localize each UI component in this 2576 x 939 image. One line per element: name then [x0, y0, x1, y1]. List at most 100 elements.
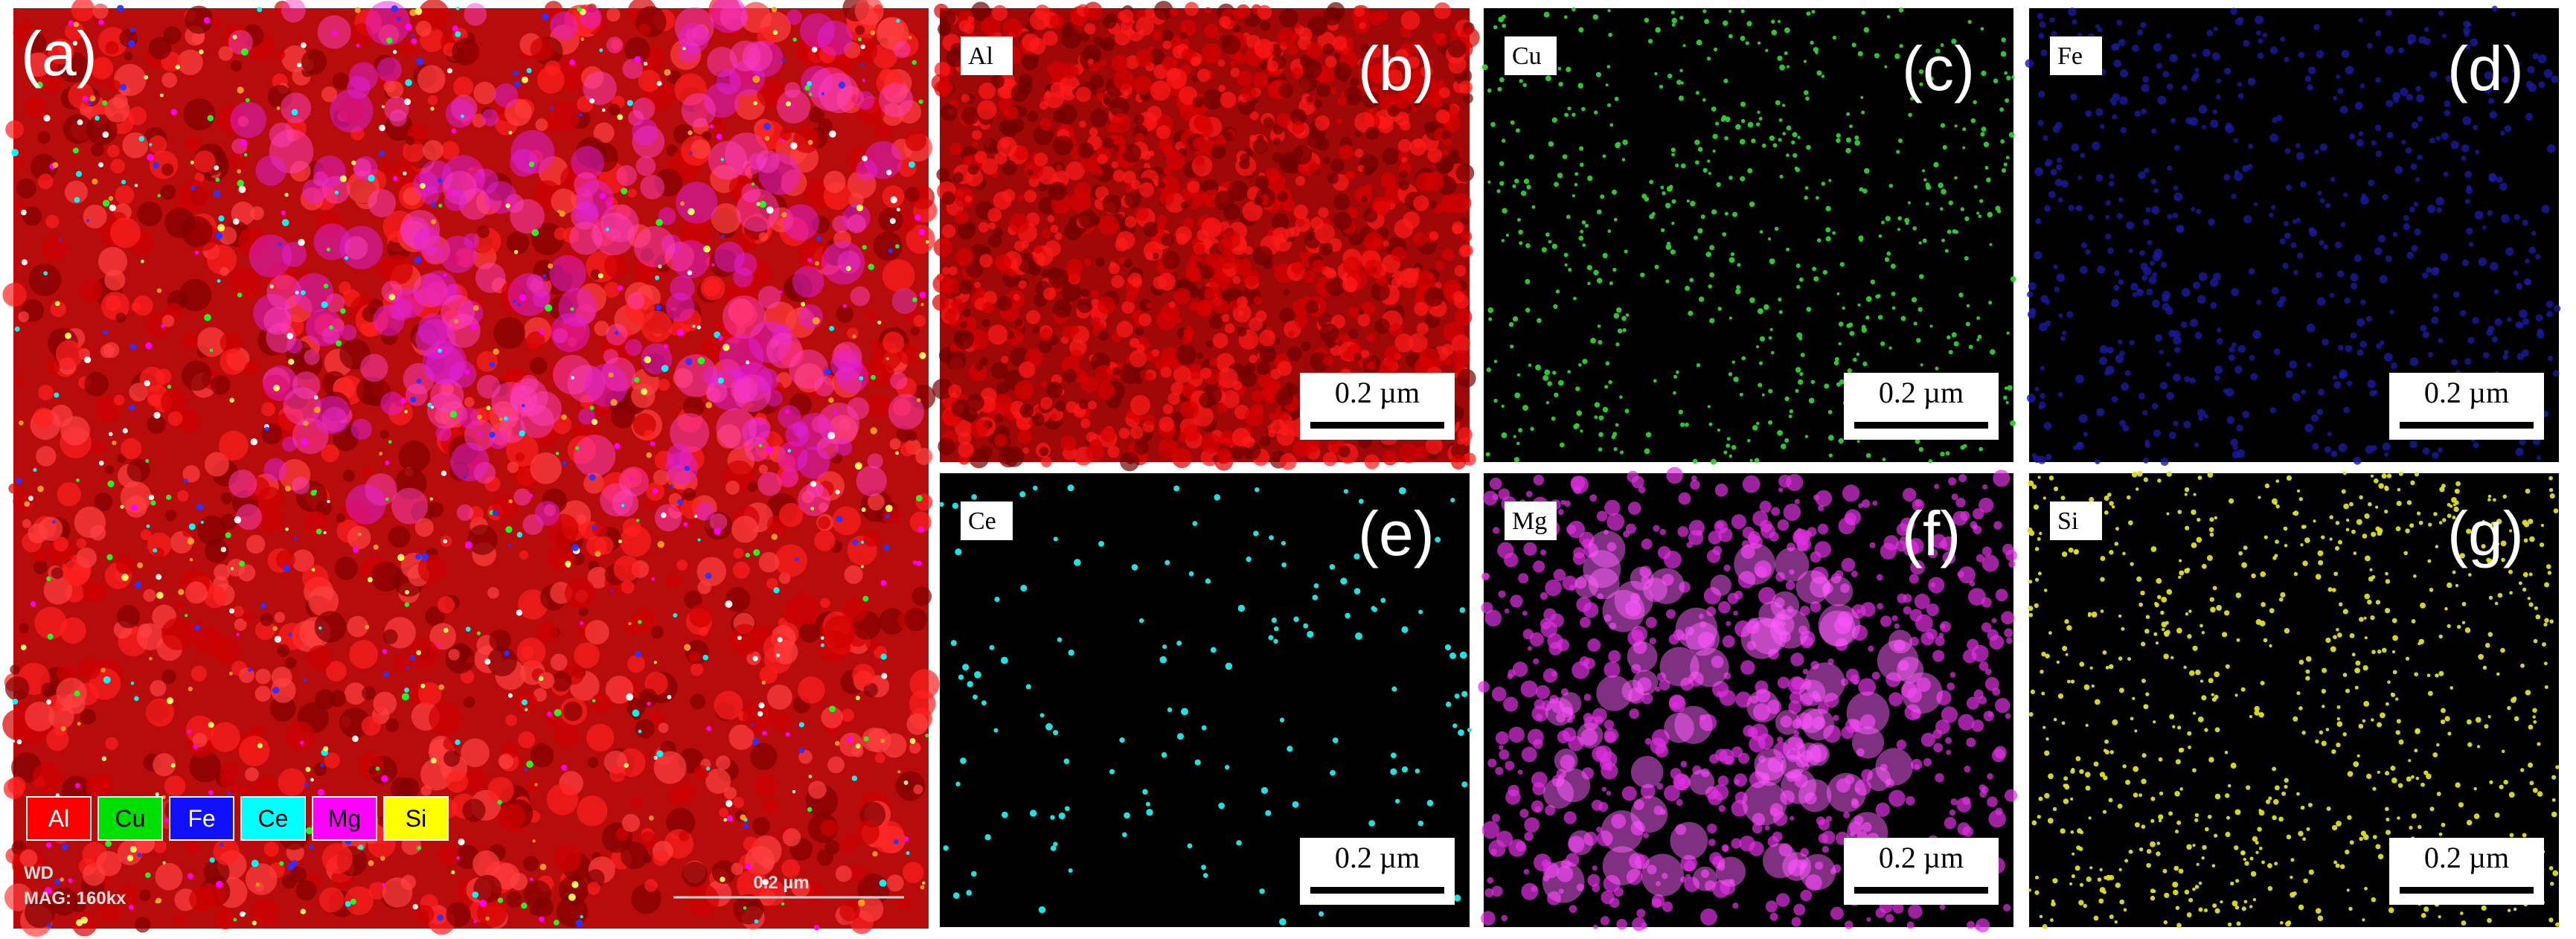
texture-dot [297, 63, 302, 68]
texture-dot [1730, 251, 1735, 257]
texture-dot [1728, 10, 1732, 13]
texture-dot [288, 359, 295, 365]
texture-dot [94, 493, 113, 512]
texture-dot [1225, 323, 1235, 334]
texture-dot [594, 321, 609, 336]
texture-dot [1857, 303, 1861, 307]
texture-dot [51, 567, 63, 580]
texture-dot [1836, 382, 1841, 387]
texture-dot [351, 160, 356, 165]
texture-dot [1270, 419, 1286, 435]
texture-dot [1497, 86, 1502, 92]
texture-dot [875, 753, 885, 763]
texture-dot [781, 902, 785, 906]
texture-dot [426, 345, 465, 385]
texture-dot [1190, 56, 1201, 67]
texture-dot [1133, 114, 1145, 125]
texture-dot [2464, 199, 2470, 205]
texture-dot [2038, 32, 2045, 39]
texture-dot [269, 284, 274, 289]
texture-dot [2413, 202, 2419, 207]
texture-dot [733, 797, 745, 808]
texture-dot [1580, 229, 1584, 234]
texture-dot [1113, 69, 1134, 91]
texture-dot [963, 22, 975, 34]
texture-dot [115, 555, 135, 575]
texture-dot [321, 444, 339, 463]
texture-dot [255, 155, 286, 186]
texture-dot [1708, 422, 1713, 426]
texture-dot [281, 92, 312, 124]
texture-dot [518, 731, 536, 749]
texture-dot [706, 381, 728, 403]
texture-dot [776, 653, 781, 658]
texture-dot [16, 739, 22, 745]
texture-dot [855, 743, 861, 749]
texture-dot [10, 664, 20, 675]
texture-dot [917, 398, 921, 403]
texture-dot [199, 49, 204, 55]
texture-dot [1815, 196, 1819, 200]
texture-dot [1728, 454, 1733, 458]
texture-dot [1740, 176, 1746, 182]
texture-dot [28, 263, 62, 296]
texture-dot [391, 487, 428, 525]
texture-dot [1671, 221, 1675, 225]
texture-dot [1772, 143, 1778, 148]
texture-dot [1360, 195, 1368, 203]
texture-dot [1761, 143, 1766, 148]
texture-dot [627, 100, 633, 106]
texture-dot [1257, 4, 1272, 20]
texture-dot [1856, 440, 1860, 443]
texture-dot [917, 526, 925, 533]
texture-dot [1965, 321, 1970, 327]
texture-dot [1578, 27, 1584, 33]
texture-dot [2198, 272, 2208, 281]
texture-dot [1022, 33, 1040, 51]
texture-dot [1945, 451, 1950, 456]
texture-dot [2119, 96, 2128, 105]
texture-dot [2160, 458, 2169, 467]
texture-dot [1778, 297, 1782, 302]
texture-dot [1039, 397, 1053, 410]
texture-dot [452, 37, 480, 65]
texture-dot [692, 324, 696, 328]
texture-dot [856, 466, 887, 497]
texture-dot [228, 151, 246, 170]
texture-dot [137, 562, 144, 568]
texture-dot [900, 442, 914, 457]
texture-dot [1077, 298, 1092, 313]
texture-dot [1081, 376, 1098, 394]
texture-dot [578, 408, 595, 425]
texture-dot [1545, 75, 1551, 82]
texture-dot [1723, 450, 1728, 455]
texture-dot [368, 860, 374, 867]
texture-dot [877, 320, 882, 325]
texture-dot [958, 441, 975, 458]
texture-dot [1769, 135, 1775, 141]
texture-dot [1574, 172, 1579, 176]
texture-dot [2284, 148, 2291, 154]
texture-dot [1135, 376, 1143, 385]
texture-dot [475, 263, 506, 293]
texture-dot [54, 879, 60, 885]
texture-dot [2136, 289, 2144, 297]
texture-dot [127, 39, 135, 48]
texture-dot [2216, 78, 2221, 84]
texture-dot [505, 714, 517, 726]
texture-dot [46, 699, 51, 705]
texture-dot [454, 318, 459, 324]
texture-dot [292, 476, 310, 495]
texture-dot [361, 465, 373, 477]
texture-dot [1746, 21, 1752, 27]
texture-dot [2415, 86, 2421, 92]
texture-dot [344, 886, 374, 915]
texture-dot [217, 279, 221, 283]
texture-dot [194, 624, 201, 631]
texture-dot [190, 160, 194, 164]
texture-dot [743, 700, 775, 732]
texture-dot [1239, 158, 1250, 170]
texture-dot [1555, 289, 1560, 294]
texture-dot [531, 228, 539, 237]
